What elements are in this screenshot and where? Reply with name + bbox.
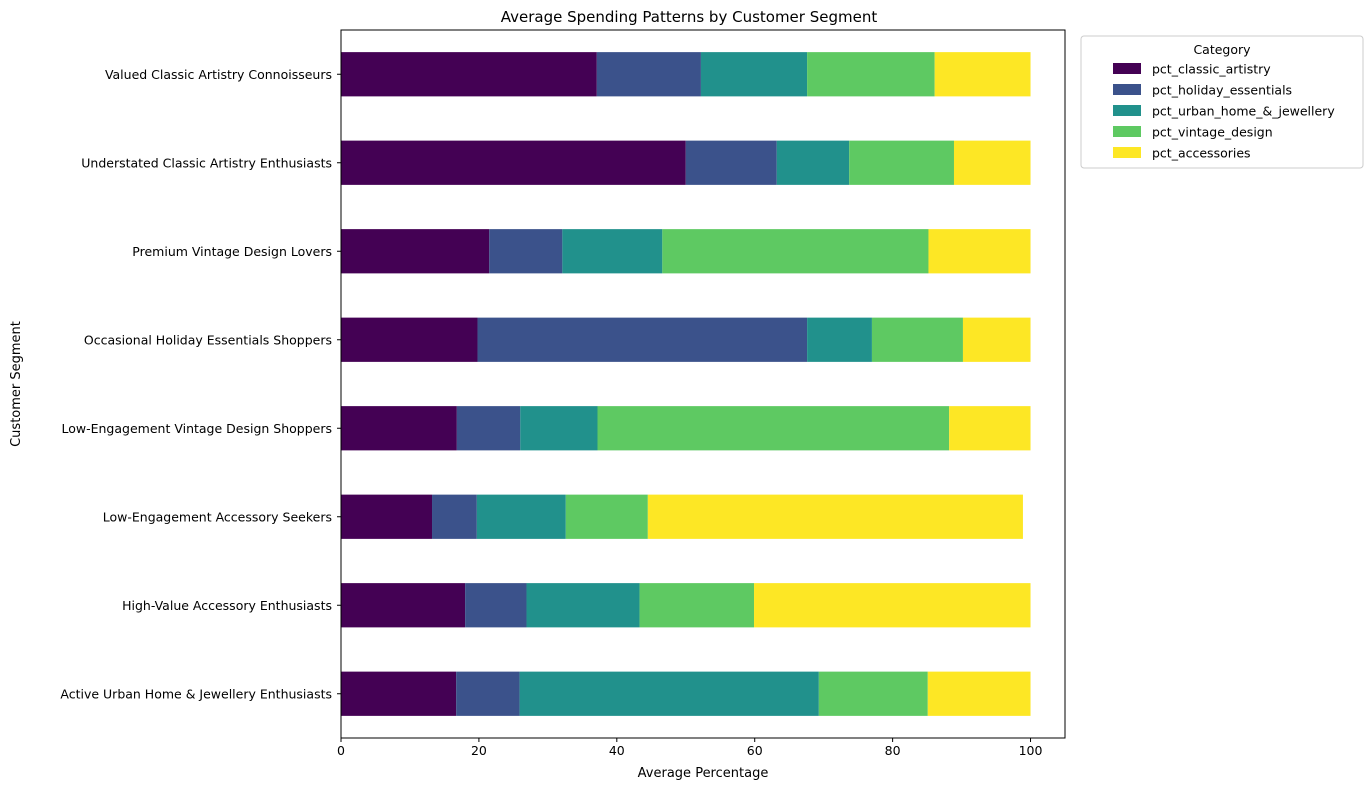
bar-segment-pct_classic_artistry-8	[341, 671, 457, 716]
x-tick-label: 100	[1019, 743, 1043, 758]
bar-segment-pct_accessories-3	[928, 229, 1031, 274]
y-tick-label: Low-Engagement Vintage Design Shoppers	[61, 421, 332, 436]
bar-segment-pct_vintage_design-7	[639, 583, 755, 628]
bar-segment-pct_accessories-2	[953, 140, 1031, 185]
chart-title: Average Spending Patterns by Customer Se…	[501, 8, 878, 26]
legend-swatch-pct_holiday_essentials	[1113, 84, 1141, 95]
bar-segment-pct_holiday_essentials-3	[489, 229, 563, 274]
bar-segment-pct_holiday_essentials-1	[596, 52, 701, 97]
x-tick-label: 60	[747, 743, 763, 758]
legend-swatch-pct_vintage_design	[1113, 126, 1141, 137]
bar-segment-pct_holiday_essentials-4	[477, 317, 808, 362]
bar-segment-pct_accessories-4	[962, 317, 1031, 362]
legend-items: pct_classic_artistry pct_holiday_essentia…	[1113, 62, 1335, 161]
bar-segment-pct_accessories-8	[927, 671, 1031, 716]
y-tick-label: Understated Classic Artistry Enthusiasts	[81, 155, 332, 170]
bar-segment-pct_vintage_design-6	[565, 494, 648, 539]
bar-segment-pct_accessories-5	[949, 406, 1031, 451]
bar-segment-pct_holiday_essentials-6	[432, 494, 477, 539]
legend-label-pct_vintage_design: pct_vintage_design	[1152, 125, 1273, 140]
y-tick-label: Premium Vintage Design Lovers	[132, 244, 332, 259]
bar-segment-pct_urban_home_&_jewellery-8	[519, 671, 819, 716]
y-tick-label: Valued Classic Artistry Connoisseurs	[105, 67, 332, 82]
legend-swatch-pct_classic_artistry	[1113, 63, 1141, 74]
bar-segment-pct_classic_artistry-2	[341, 140, 686, 185]
legend-swatch-pct_urban_home_&_jewellery	[1113, 105, 1141, 116]
y-axis: Valued Classic Artistry Connoisseurs Unde…	[60, 67, 341, 701]
bar-segment-pct_urban_home_&_jewellery-1	[700, 52, 808, 97]
bars-layer	[341, 52, 1031, 716]
x-tick-label: 0	[337, 743, 345, 758]
y-tick-label: Low-Engagement Accessory Seekers	[103, 509, 332, 524]
legend-label-pct_accessories: pct_accessories	[1152, 146, 1251, 161]
x-tick-label: 20	[471, 743, 487, 758]
bar-segment-pct_vintage_design-4	[871, 317, 963, 362]
x-tick-label: 80	[885, 743, 901, 758]
bar-segment-pct_vintage_design-5	[597, 406, 950, 451]
bar-segment-pct_urban_home_&_jewellery-3	[562, 229, 663, 274]
legend: Category pct_classic_artistry pct_holiday…	[1080, 35, 1364, 169]
bar-segment-pct_classic_artistry-1	[341, 52, 597, 97]
bar-segment-pct_classic_artistry-6	[341, 494, 433, 539]
bar-segment-pct_accessories-7	[754, 583, 1031, 628]
y-tick-label: Active Urban Home & Jewellery Enthusiast…	[60, 686, 332, 701]
plot-frame	[340, 29, 1066, 739]
legend-frame	[1080, 35, 1364, 169]
legend-label-pct_urban_home_&_jewellery: pct_urban_home_&_jewellery	[1152, 104, 1335, 119]
bar-segment-pct_holiday_essentials-7	[465, 583, 527, 628]
x-axis-label: Average Percentage	[638, 766, 769, 781]
bar-segment-pct_vintage_design-8	[818, 671, 928, 716]
y-axis-label: Customer Segment	[9, 321, 24, 447]
bar-segment-pct_urban_home_&_jewellery-6	[476, 494, 566, 539]
bar-segment-pct_accessories-6	[647, 494, 1023, 539]
bar-segment-pct_vintage_design-1	[807, 52, 935, 97]
x-axis: 0 20 40 60 80 100	[337, 738, 1042, 758]
bar-segment-pct_classic_artistry-7	[341, 583, 466, 628]
y-tick-label: High-Value Accessory Enthusiasts	[122, 598, 332, 613]
legend-title: Category	[1193, 42, 1251, 57]
y-tick-label: Occasional Holiday Essentials Shoppers	[84, 332, 332, 347]
x-tick-label: 40	[609, 743, 625, 758]
bar-segment-pct_accessories-1	[934, 52, 1031, 97]
bar-segment-pct_vintage_design-3	[662, 229, 929, 274]
bar-segment-pct_classic_artistry-3	[341, 229, 490, 274]
legend-label-pct_classic_artistry: pct_classic_artistry	[1152, 62, 1271, 77]
bar-segment-pct_holiday_essentials-2	[685, 140, 777, 185]
bar-segment-pct_holiday_essentials-8	[456, 671, 520, 716]
bar-segment-pct_urban_home_&_jewellery-4	[807, 317, 872, 362]
legend-label-pct_holiday_essentials: pct_holiday_essentials	[1152, 83, 1292, 98]
bar-segment-pct_holiday_essentials-5	[456, 406, 521, 451]
bar-segment-pct_classic_artistry-4	[341, 317, 478, 362]
bar-segment-pct_classic_artistry-5	[341, 406, 457, 451]
bar-segment-pct_vintage_design-2	[849, 140, 954, 185]
bar-segment-pct_urban_home_&_jewellery-5	[520, 406, 598, 451]
bar-segment-pct_urban_home_&_jewellery-7	[526, 583, 640, 628]
bar-segment-pct_urban_home_&_jewellery-2	[776, 140, 850, 185]
legend-swatch-pct_accessories	[1113, 147, 1141, 158]
